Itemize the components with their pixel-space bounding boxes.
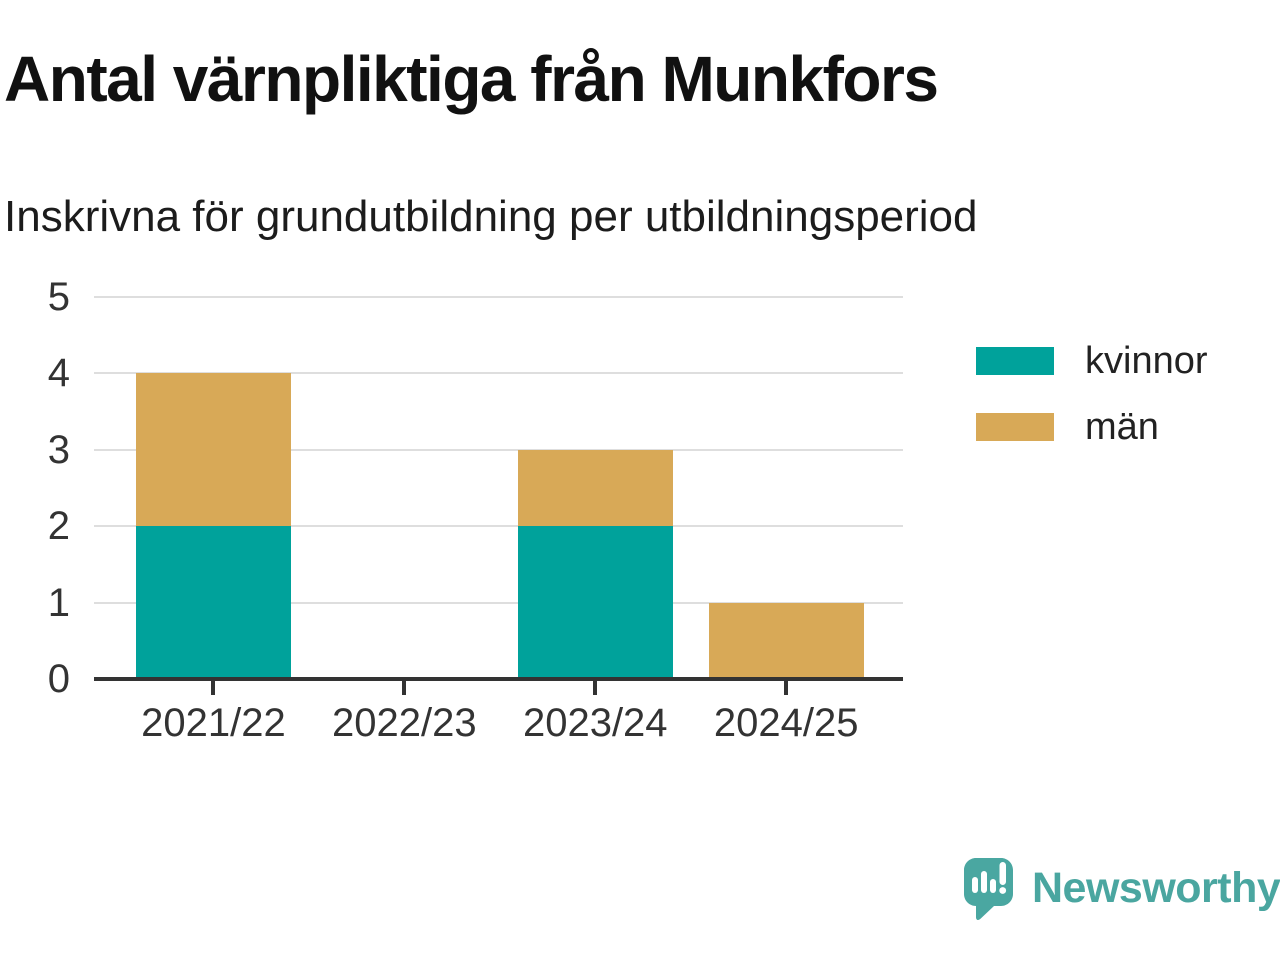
bar-segment	[517, 449, 673, 527]
legend-item: män	[976, 408, 1208, 446]
x-axis-tick-label: 2021/22	[141, 701, 286, 745]
bar-segment	[517, 526, 673, 679]
x-axis-tick	[402, 681, 407, 695]
gridline	[94, 601, 903, 604]
newsworthy-logo-icon	[964, 858, 1013, 921]
chart-subtitle: Inskrivna för grundutbildning per utbild…	[4, 192, 978, 241]
brand-footer: Newsworthy	[964, 858, 1280, 921]
x-axis-tick-label: 2023/24	[522, 701, 668, 745]
bar-segment	[135, 526, 291, 679]
chart-title: Antal värnpliktiga från Munkfors	[4, 43, 939, 115]
x-axis-tick	[211, 681, 216, 695]
x-axis-line	[94, 677, 903, 681]
brand-name: Newsworthy	[1032, 864, 1280, 912]
y-axis-tick-label: 1	[47, 580, 70, 625]
legend-item: kvinnor	[976, 342, 1208, 380]
x-axis-tick-label: 2022/23	[332, 701, 477, 745]
legend-swatch	[976, 347, 1054, 375]
legend: kvinnor män	[976, 342, 1208, 446]
legend-label: kvinnor	[1085, 340, 1208, 382]
y-axis-tick-label: 0	[47, 657, 70, 701]
gridline	[94, 372, 903, 375]
x-axis-tick	[784, 681, 789, 695]
y-axis-tick-label: 3	[47, 427, 70, 472]
x-axis-tick	[593, 681, 598, 695]
legend-label: män	[1085, 406, 1159, 448]
y-axis-tick-label: 5	[47, 275, 70, 319]
y-axis-tick-label: 2	[47, 504, 70, 549]
x-axis-tick-label: 2024/25	[713, 701, 859, 745]
y-axis-tick-label: 4	[47, 351, 70, 396]
bar-segment	[135, 373, 291, 527]
legend-swatch	[976, 413, 1054, 441]
bar-segment	[708, 602, 864, 679]
gridline	[94, 525, 903, 528]
gridline	[94, 448, 903, 451]
gridline	[94, 296, 903, 298]
